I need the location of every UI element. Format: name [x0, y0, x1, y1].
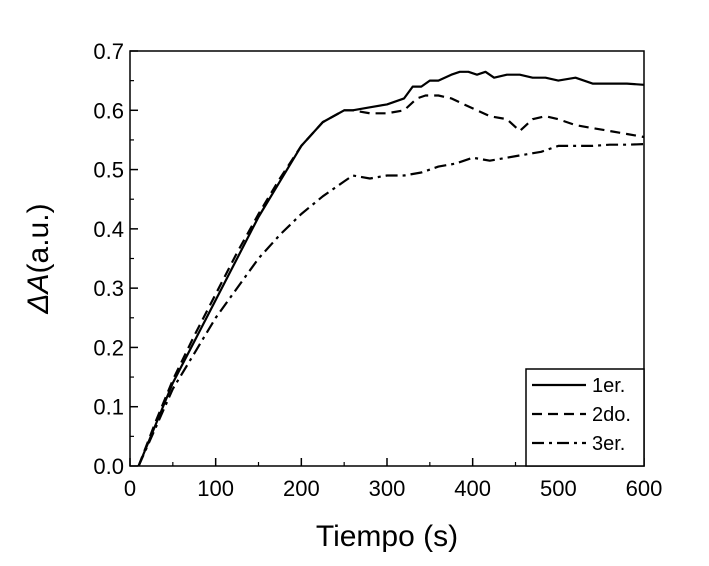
series-line-2do: [137, 94, 645, 467]
x-axis-title: Tiempo (s): [316, 520, 458, 553]
x-tick-label: 200: [283, 476, 320, 501]
legend-label: 3er.: [592, 433, 625, 455]
y-axis-ticks: 0.0 0.1 0.2 0.3 0.4 0.5 0.6 0.7: [93, 39, 138, 479]
x-tick-label: 500: [540, 476, 577, 501]
x-tick-label: 0: [124, 476, 136, 501]
y-tick-label: 0.2: [93, 335, 124, 360]
series-line-1er: [137, 70, 645, 467]
legend: 1er. 2do. 3er.: [525, 368, 645, 467]
svg-text:ΔA(a.u.): ΔA(a.u.): [22, 203, 55, 314]
series-line-3er: [137, 143, 645, 467]
y-tick-label: 0.3: [93, 276, 124, 301]
y-axis-title: ΔA(a.u.): [22, 203, 55, 314]
y-tick-label: 0.0: [93, 454, 124, 479]
legend-label: 2do.: [592, 404, 631, 426]
x-tick-label: 100: [197, 476, 234, 501]
y-tick-label: 0.5: [93, 158, 124, 183]
x-tick-label: 400: [454, 476, 491, 501]
plot-frame: [129, 50, 645, 467]
legend-label: 1er.: [592, 375, 625, 397]
y-axis-title-unit: (a.u.): [22, 203, 55, 273]
y-tick-label: 0.7: [93, 39, 124, 64]
y-tick-label: 0.1: [93, 395, 124, 420]
y-tick-label: 0.6: [93, 98, 124, 123]
y-tick-label: 0.4: [93, 217, 124, 242]
y-axis-title-symbol: ΔA: [22, 273, 55, 314]
x-tick-label: 600: [626, 476, 663, 501]
series-layer: [137, 70, 645, 467]
x-tick-label: 300: [369, 476, 406, 501]
